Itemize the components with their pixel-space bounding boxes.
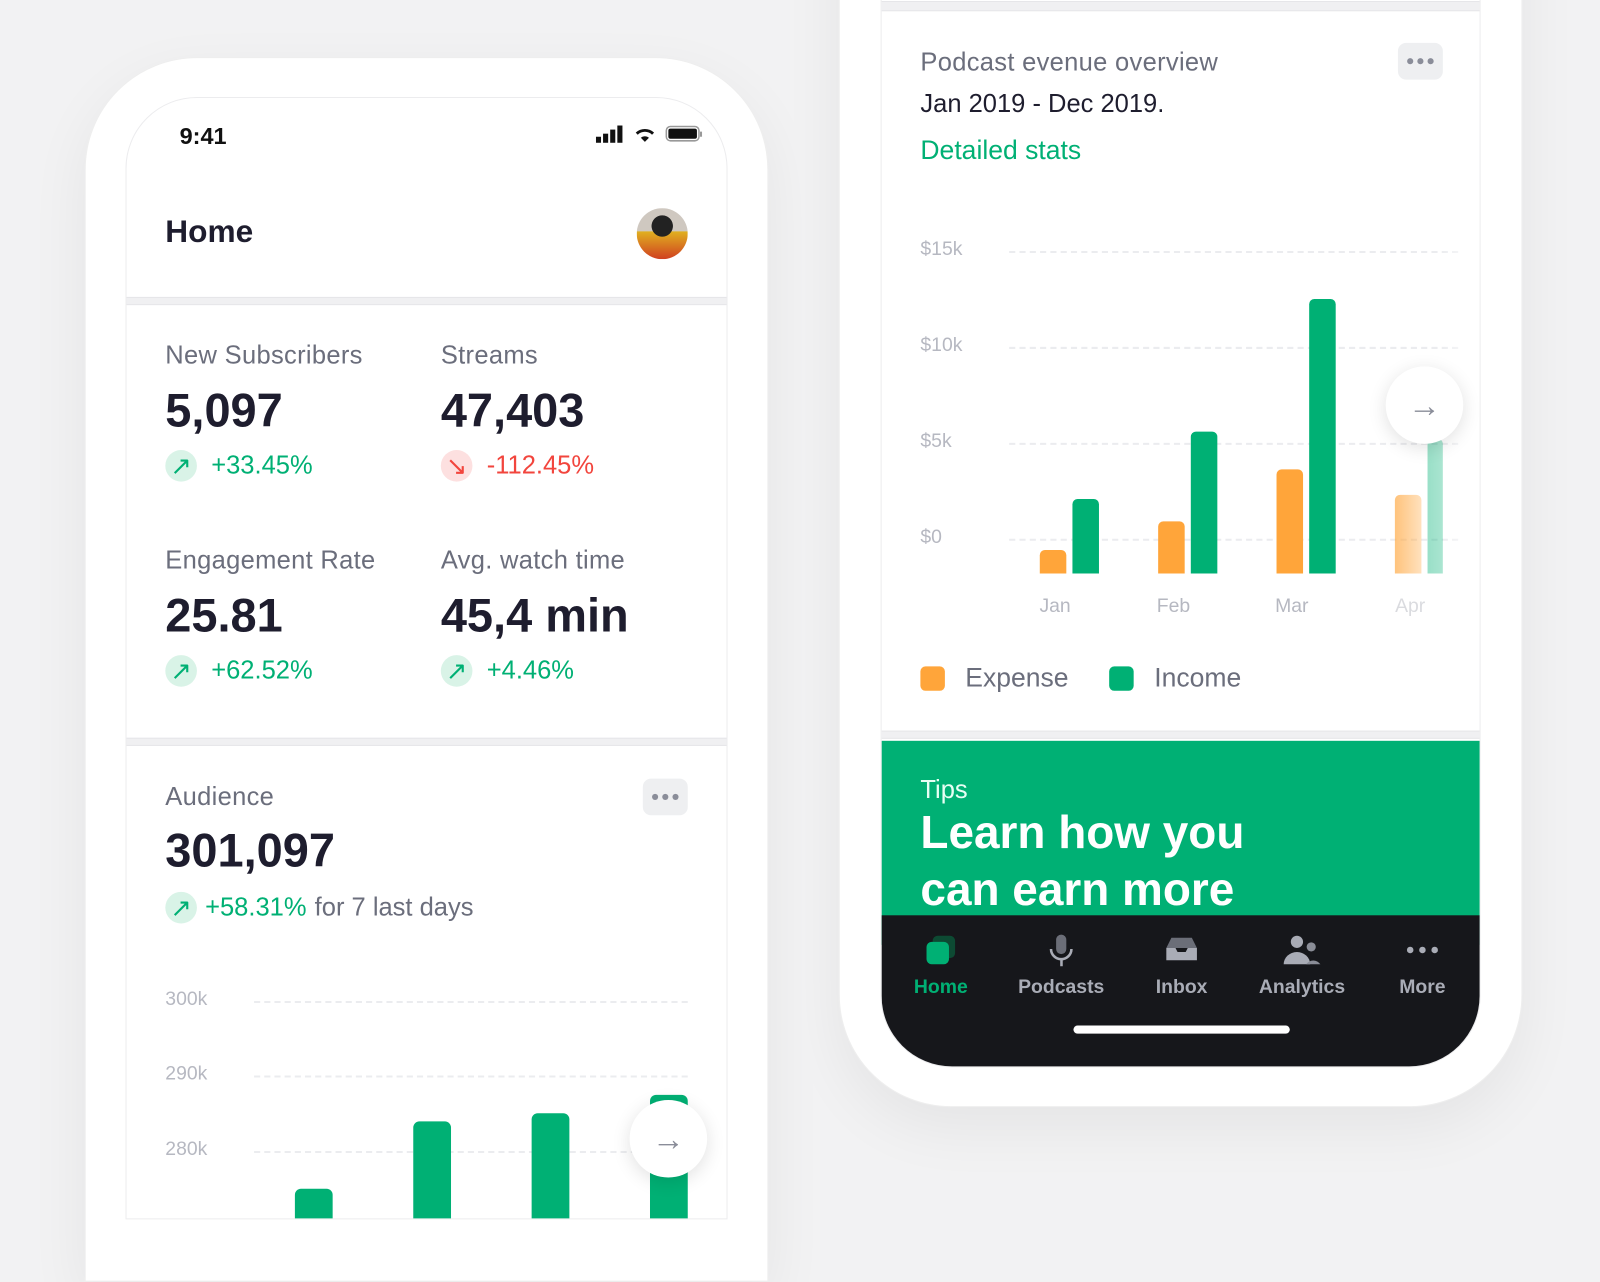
tips-card[interactable]: Tips Learn how you can earn more then [881, 740, 1480, 945]
microphone-icon [1049, 934, 1073, 967]
y-tick-label: $0 [920, 526, 942, 548]
stat-card: Avg. watch time 45,4 min ↗ +4.46% [440, 545, 629, 687]
gridline [254, 1151, 688, 1154]
home-indicator [1073, 1025, 1290, 1034]
gridline [1009, 442, 1459, 445]
stat-card: New Subscribers 5,097 ↗ +33.45% [165, 341, 362, 482]
audience-bar [413, 1121, 452, 1219]
income-bar [1190, 431, 1218, 574]
stat-value: 47,403 [440, 383, 585, 437]
stat-label: New Subscribers [165, 340, 363, 370]
detailed-stats-link[interactable]: Detailed stats [920, 134, 1082, 166]
stat-card: Engagement Rate 25.81 ↗ +62.52% [165, 546, 375, 687]
trend-up-icon: ↗ [440, 655, 473, 687]
x-tick-label: Feb [1156, 595, 1191, 618]
y-tick-label: $15k [920, 238, 963, 261]
y-tick-label: $10k [920, 334, 963, 357]
inbox-icon [1166, 937, 1197, 961]
income-bar [1072, 498, 1099, 574]
income-bar [1427, 439, 1443, 574]
tab-more[interactable]: More [1366, 934, 1478, 999]
audience-change: ↗ +58.31% for 7 last days [165, 891, 473, 924]
chart-legend: Expense Income [920, 662, 1241, 694]
expense-bar [1039, 550, 1067, 574]
stat-value: 25.81 [165, 588, 283, 642]
y-tick-label: 280k [165, 1138, 208, 1161]
x-tick-label: Apr [1395, 595, 1426, 618]
tips-label: Tips [920, 775, 968, 805]
audience-value: 301,097 [165, 823, 335, 877]
home-icon [926, 935, 956, 965]
stat-change: ↘ -112.45% [440, 449, 594, 482]
status-icons [595, 124, 704, 143]
stat-value: 45,4 min [440, 588, 629, 642]
stat-label: Streams [440, 340, 538, 370]
income-bar [1309, 299, 1336, 574]
card-title: Podcast evenue overview [920, 47, 1219, 77]
tips-headline: Learn how you can earn more then [920, 806, 1245, 945]
legend-expense: Expense [965, 662, 1069, 693]
y-tick-label: 290k [165, 1063, 208, 1085]
x-tick-label: Jan [1039, 595, 1071, 618]
battery-icon [665, 125, 703, 142]
gridline [1009, 538, 1459, 541]
wifi-icon [635, 128, 655, 142]
left-screen: 9:41 Home New Subscribers 5,097 ↗ +33.45… [125, 96, 728, 1220]
trend-up-icon: ↗ [165, 891, 197, 924]
arrow-right-icon: → [652, 1119, 685, 1157]
stat-label: Engagement Rate [165, 545, 376, 575]
legend-swatch-income [1109, 665, 1134, 691]
expense-bar [1394, 494, 1422, 574]
right-screen: Podcast evenue overview Jan 2019 - Dec 2… [880, 0, 1481, 1068]
gridline [254, 1075, 688, 1078]
tab-podcasts[interactable]: Podcasts [1005, 934, 1117, 999]
stat-label: Avg. watch time [440, 545, 626, 575]
stat-card: Streams 47,403 ↘ -112.45% [440, 340, 594, 482]
y-tick-label: 300k [165, 988, 208, 1011]
y-tick-label: $5k [920, 430, 952, 453]
x-tick-label: Mar [1275, 595, 1309, 618]
expense-bar [1276, 469, 1304, 574]
trend-up-icon: ↗ [165, 449, 197, 482]
stat-change: ↗ +62.52% [165, 655, 375, 687]
status-time: 9:41 [179, 122, 227, 149]
gridline [1009, 346, 1459, 349]
arrow-right-icon: → [1408, 386, 1441, 423]
page-title: Home [165, 213, 254, 249]
audience-more-button[interactable] [642, 778, 688, 816]
tab-bar: Home Podcasts Inbox Analytics More [881, 915, 1480, 1067]
audience-bar [294, 1188, 333, 1219]
tab-analytics[interactable]: Analytics [1246, 934, 1358, 999]
trend-down-icon: ↘ [440, 449, 473, 482]
gridline [1009, 251, 1459, 254]
tab-home[interactable]: Home [885, 934, 997, 999]
signal-icon [595, 125, 623, 143]
expense-bar [1158, 521, 1185, 574]
chart-next-button[interactable]: → [1385, 366, 1464, 444]
stat-value: 5,097 [165, 383, 283, 437]
stats-grid: New Subscribers 5,097 ↗ +33.45% Streams 4… [165, 341, 716, 708]
audience-title: Audience [165, 782, 275, 812]
card-period: Jan 2019 - Dec 2019. [920, 89, 1165, 119]
legend-swatch-expense [920, 665, 945, 691]
users-icon [1283, 935, 1321, 965]
more-icon [1406, 946, 1438, 954]
card-more-button[interactable] [1397, 42, 1443, 80]
audience-chart: 300k 290k 280k [127, 98, 727, 1219]
revenue-chart: $15k $10k $5k $0 Jan Feb Mar Apr [882, 0, 1480, 736]
audience-bar [531, 1113, 570, 1219]
legend-income: Income [1154, 662, 1242, 693]
audience-next-button[interactable]: → [629, 1099, 708, 1178]
stat-change: ↗ +4.46% [440, 655, 629, 687]
tab-inbox[interactable]: Inbox [1126, 934, 1238, 999]
stat-change: ↗ +33.45% [165, 449, 362, 482]
avatar[interactable] [636, 208, 688, 260]
trend-up-icon: ↗ [165, 655, 197, 687]
gridline [254, 1001, 688, 1004]
